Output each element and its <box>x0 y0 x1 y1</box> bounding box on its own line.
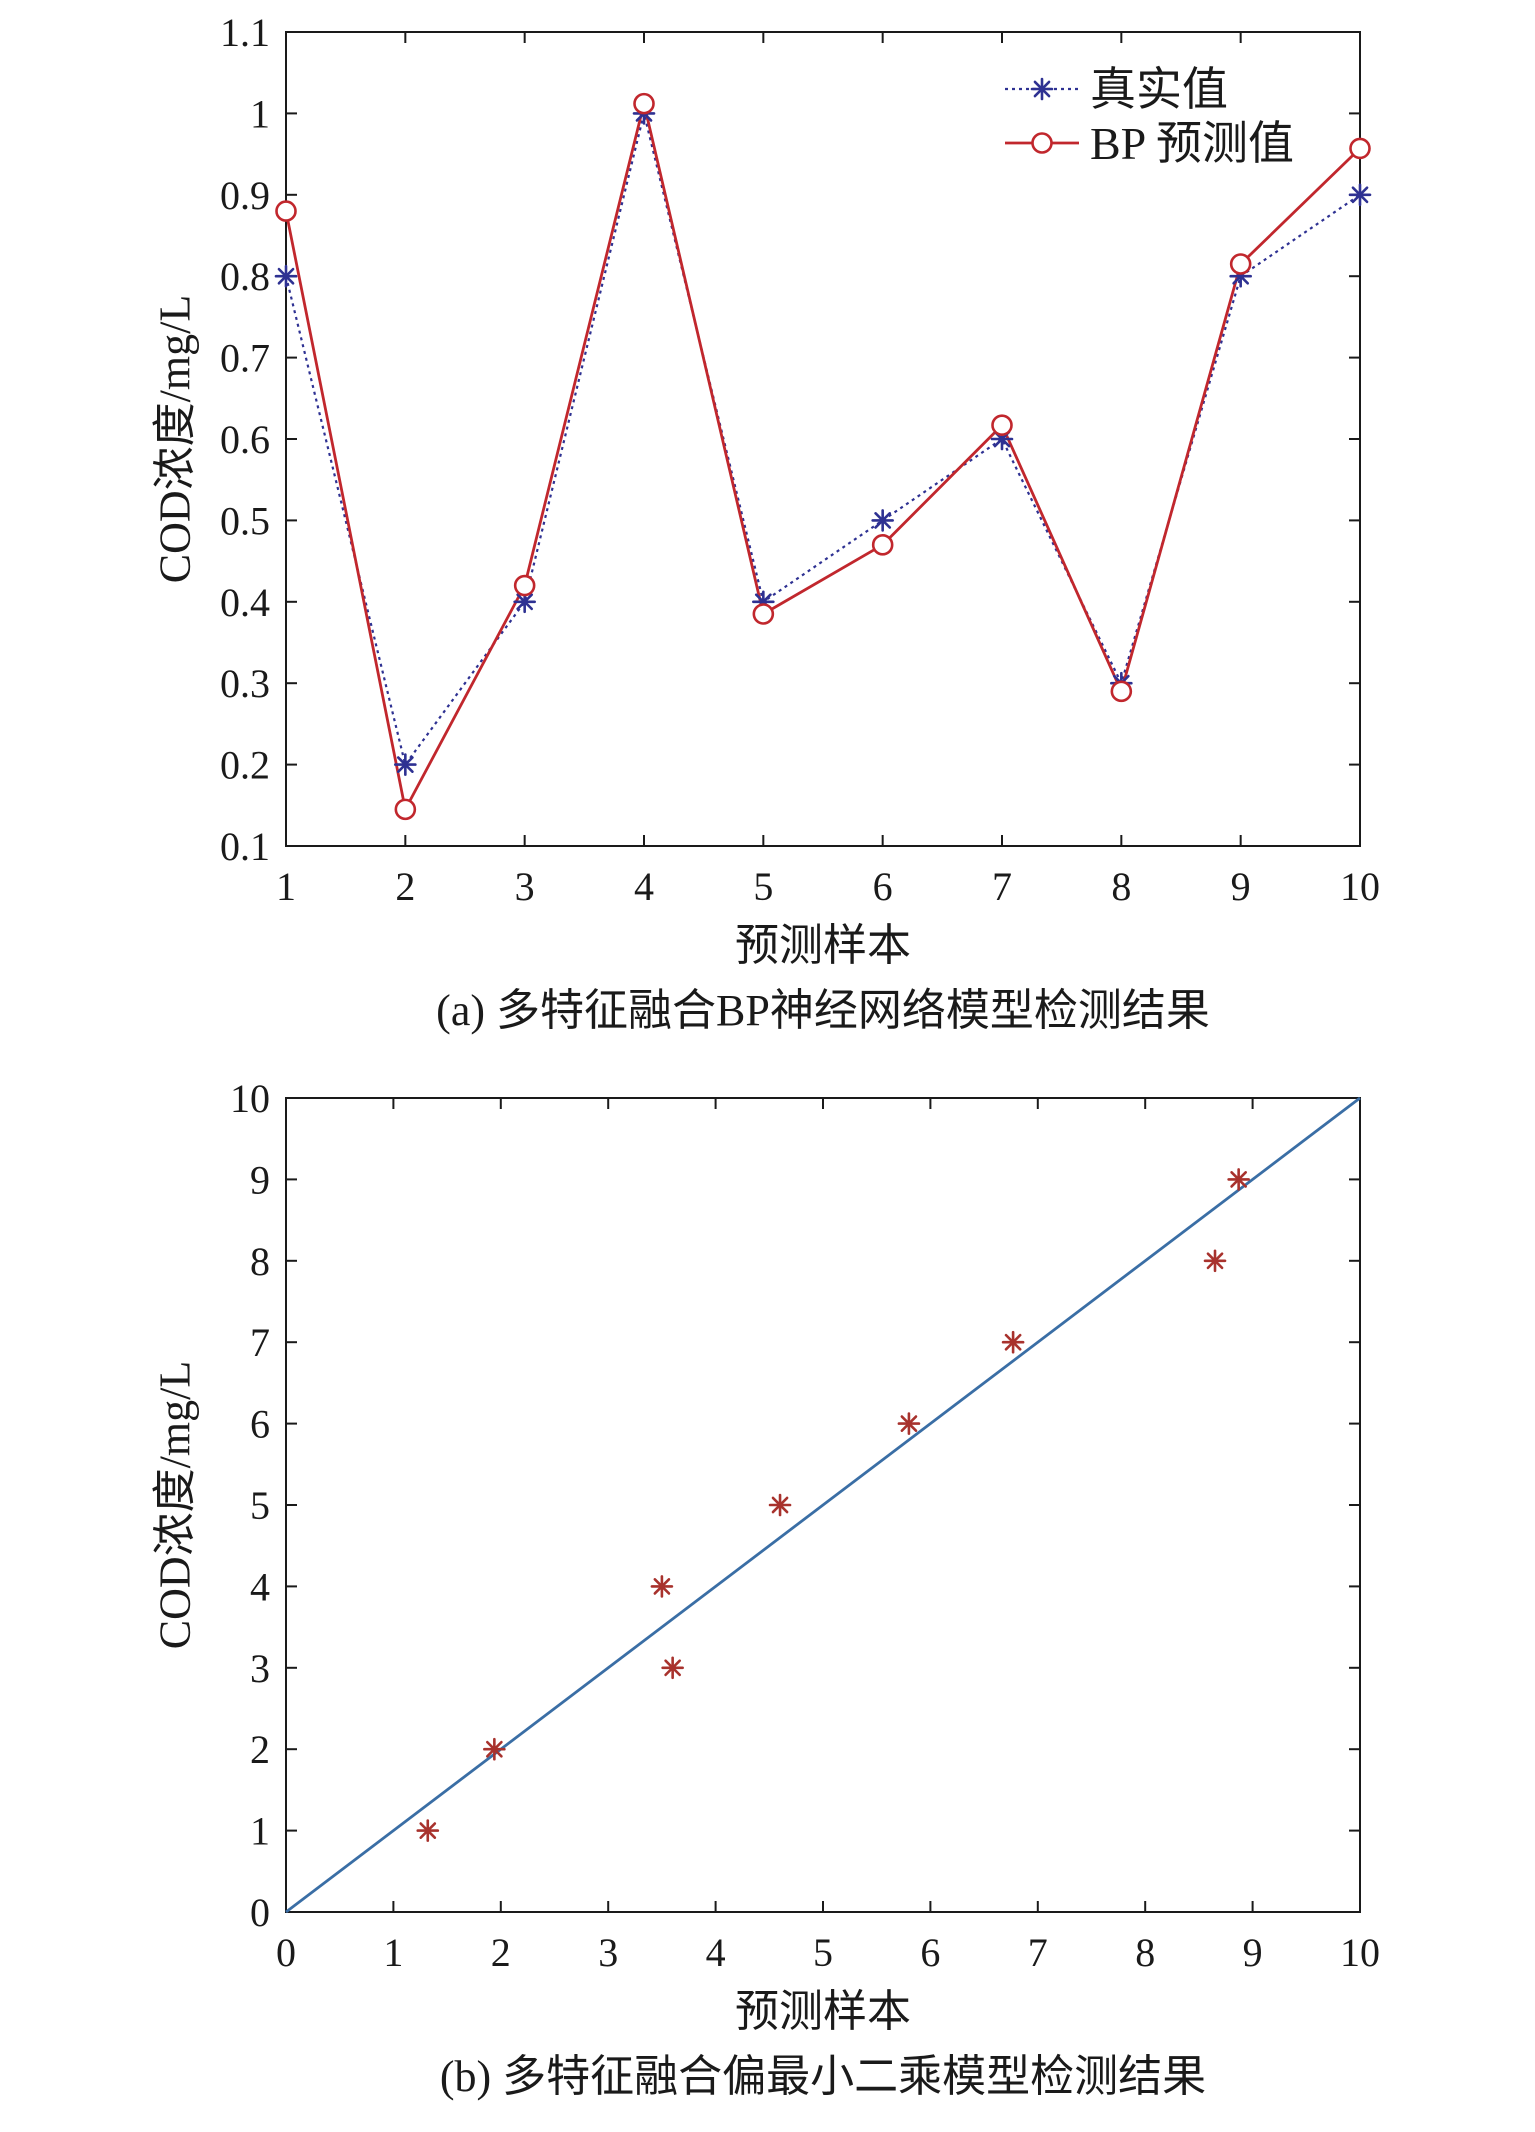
y-tick-label: 7 <box>250 1320 270 1365</box>
x-tick-label: 1 <box>276 864 296 909</box>
y-tick-label: 0 <box>250 1890 270 1935</box>
series-line-bp-predicted <box>284 102 1361 811</box>
y-tick-label: 5 <box>250 1483 270 1528</box>
true-value-point <box>871 509 894 532</box>
y-tick-label: 6 <box>250 1402 270 1447</box>
scatter-point <box>483 1737 506 1761</box>
x-tick-label: 5 <box>753 864 773 909</box>
x-tick-label: 9 <box>1243 1930 1263 1975</box>
scatter-point <box>650 1575 674 1598</box>
series-line-true-values <box>284 112 1361 766</box>
bp-predicted-point <box>275 200 297 222</box>
legend-label: 真实值 <box>1090 64 1228 115</box>
x-tick-label: 3 <box>598 1930 618 1975</box>
y-tick-label: 0.2 <box>220 743 270 788</box>
true-value-point <box>1348 183 1372 207</box>
y-tick-label: 0.4 <box>220 580 270 625</box>
x-tick-label: 3 <box>515 864 535 909</box>
chart-caption: (b) 多特征融合偏最小二乘模型检测结果 <box>440 2052 1206 2101</box>
chart-b-pls-results: 0 1 2 3 4 5 6 7 8 9 10 0 1 2 3 4 5 6 7 8 9 10 预测样本 COD浓度/mg/L (b… <box>151 1076 1381 2101</box>
x-axis-label: 预测样本 <box>735 1987 911 2036</box>
bp-predicted-point <box>1229 253 1252 275</box>
y-tick-label: 0.7 <box>220 336 270 381</box>
x-tick-label: 4 <box>706 1930 726 1975</box>
bp-predicted-point <box>991 414 1013 436</box>
y-tick-label: 4 <box>250 1564 270 1609</box>
x-tick-label: 4 <box>634 864 654 909</box>
y-tick-label: 3 <box>250 1646 270 1691</box>
scatter-point <box>416 1819 440 1842</box>
bp-predicted-point <box>394 798 417 821</box>
scatter-point <box>1227 1168 1250 1191</box>
bp-predicted-point <box>1349 137 1371 160</box>
true-value-point <box>274 264 298 288</box>
y-tick-label: 9 <box>250 1157 270 1202</box>
y-tick-label: 1 <box>250 91 270 136</box>
bp-predicted-point <box>1110 680 1133 703</box>
legend-circle-marker <box>1031 132 1053 154</box>
y-tick-label: 0.6 <box>220 417 270 462</box>
legend-asterisk-marker <box>1030 77 1054 101</box>
bp-predicted-point <box>871 534 894 556</box>
bp-predicted-point <box>752 603 775 625</box>
x-tick-label: 0 <box>276 1930 296 1975</box>
x-tick-label: 7 <box>1028 1930 1048 1975</box>
y-tick-label: 10 <box>230 1076 270 1121</box>
chart-caption: (a) 多特征融合BP神经网络模型检测结果 <box>436 986 1210 1035</box>
chart-a-bp-network-results: 0.1 0.2 0.3 0.4 0.5 0.6 0.7 0.8 0.9 1 1.1 1 2 3 4 5 6 7 8 9… <box>151 10 1381 1035</box>
y-tick-label: 8 <box>250 1239 270 1284</box>
x-tick-label: 8 <box>1111 864 1131 909</box>
scatter-point <box>768 1493 792 1517</box>
legend-label: BP 预测值 <box>1090 118 1294 169</box>
scatter-point <box>661 1656 684 1680</box>
bp-predicted-point <box>633 92 655 115</box>
x-tick-label: 5 <box>813 1930 833 1975</box>
x-tick-label: 7 <box>992 864 1012 909</box>
y-tick-label: 0.5 <box>220 498 270 543</box>
scatter-point <box>1001 1330 1025 1354</box>
y-axis-label: COD浓度/mg/L <box>151 295 200 583</box>
x-tick-label: 9 <box>1231 864 1251 909</box>
x-tick-label: 10 <box>1340 1930 1380 1975</box>
y-tick-label: 0.8 <box>220 254 270 299</box>
x-axis-label: 预测样本 <box>735 921 911 970</box>
x-tick-label: 6 <box>920 1930 940 1975</box>
y-axis-label: COD浓度/mg/L <box>151 1361 200 1649</box>
y-tick-label: 0.9 <box>220 173 270 218</box>
x-tick-label: 2 <box>491 1930 511 1975</box>
y-tick-label: 2 <box>250 1727 270 1772</box>
scatter-point <box>1203 1249 1227 1273</box>
x-tick-label: 1 <box>383 1930 403 1975</box>
y-tick-label: 0.1 <box>220 824 270 869</box>
y-tick-label: 1.1 <box>220 10 270 55</box>
scatter-point <box>897 1412 921 1435</box>
y-tick-label: 0.3 <box>220 661 270 706</box>
bp-predicted-point <box>513 574 536 597</box>
true-value-point <box>394 753 417 776</box>
reference-line <box>285 1096 1361 1914</box>
y-tick-label: 1 <box>250 1809 270 1854</box>
x-tick-label: 2 <box>395 864 415 909</box>
x-tick-label: 10 <box>1340 864 1380 909</box>
x-tick-label: 6 <box>873 864 893 909</box>
x-tick-label: 8 <box>1135 1930 1155 1975</box>
